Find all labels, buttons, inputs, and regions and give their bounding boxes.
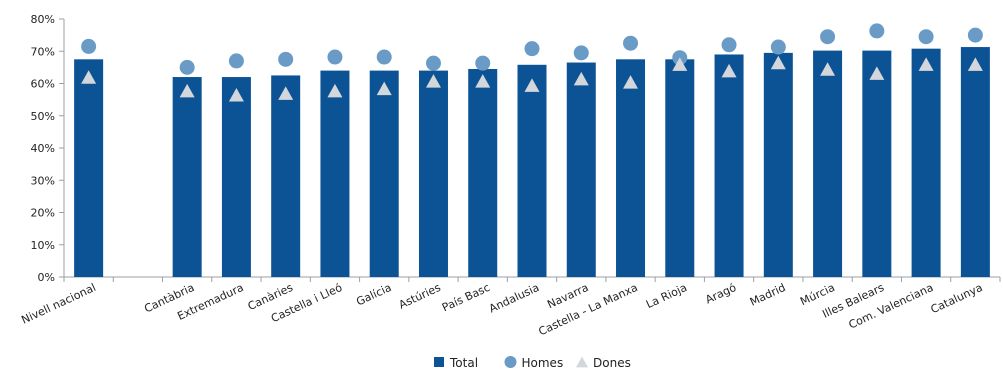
legend: Total Homes Dones <box>434 356 631 370</box>
x-category-label: Nivell nacional <box>19 281 97 327</box>
bar-total <box>763 52 793 277</box>
marker-homes <box>327 49 343 65</box>
bar-total <box>911 48 941 277</box>
x-category-label: Catalunya <box>929 281 985 316</box>
marker-homes <box>524 41 540 57</box>
marker-dones <box>672 57 688 71</box>
bar-total <box>172 77 202 277</box>
x-category-label: Aragó <box>703 281 738 307</box>
marker-dones <box>81 70 97 84</box>
marker-homes <box>869 23 885 39</box>
bar-total <box>320 70 350 277</box>
marker-homes <box>81 38 97 54</box>
marker-homes <box>770 39 786 55</box>
marker-homes <box>967 27 983 43</box>
y-tick-label: 60% <box>31 78 55 91</box>
bar-total <box>74 59 104 277</box>
marker-dones <box>967 57 983 71</box>
marker-series-dones <box>81 55 983 102</box>
y-tick-label: 10% <box>31 239 55 252</box>
marker-dones <box>524 78 540 92</box>
legend-swatch-homes <box>504 356 517 368</box>
marker-homes <box>820 29 836 45</box>
legend-label: Dones <box>593 356 631 370</box>
marker-series-homes <box>81 23 983 75</box>
marker-homes <box>278 51 294 67</box>
y-tick-label: 80% <box>31 13 55 26</box>
legend-swatch-total <box>434 357 444 367</box>
x-category-label: La Rioja <box>644 281 689 311</box>
y-tick-label: 70% <box>31 45 55 58</box>
bar-total <box>665 59 695 277</box>
x-category-label: Madrid <box>748 281 788 309</box>
bar-total <box>418 70 448 277</box>
marker-homes <box>721 37 737 53</box>
y-tick-label: 40% <box>31 142 55 155</box>
bar-total <box>369 70 399 277</box>
marker-homes <box>425 55 441 71</box>
marker-dones <box>278 86 294 100</box>
bar-total <box>221 77 251 277</box>
x-category-label: País Basc <box>440 281 492 314</box>
marker-dones <box>179 83 195 98</box>
marker-dones <box>869 66 885 80</box>
marker-homes <box>573 45 589 61</box>
marker-homes <box>228 53 244 69</box>
bar-total <box>714 54 744 277</box>
x-category-label: Galícia <box>354 281 393 309</box>
legend-label: Total <box>449 356 478 370</box>
legend-label: Homes <box>522 356 564 370</box>
bar-total <box>517 64 547 277</box>
x-category-label: Astúries <box>397 281 443 312</box>
marker-homes <box>623 35 639 51</box>
marker-dones <box>573 71 589 86</box>
bar-total <box>813 50 843 278</box>
marker-homes <box>475 55 491 71</box>
y-tick-label: 20% <box>31 207 55 220</box>
legend-swatch-dones <box>576 356 588 368</box>
bar-total <box>566 62 596 277</box>
marker-dones <box>425 74 441 88</box>
bar-total <box>271 75 301 277</box>
marker-dones <box>623 75 639 89</box>
marker-dones <box>475 74 491 88</box>
marker-dones <box>327 83 343 98</box>
bar-total <box>468 68 498 277</box>
bar-total <box>960 47 990 278</box>
marker-homes <box>918 29 934 45</box>
x-category-label: Andalusia <box>487 281 541 316</box>
y-tick-label: 50% <box>31 110 55 123</box>
y-tick-label: 30% <box>31 174 55 187</box>
y-tick-label: 0% <box>38 271 55 284</box>
marker-dones <box>770 55 786 70</box>
bar-total <box>616 59 646 277</box>
marker-dones <box>721 63 737 78</box>
marker-dones <box>376 81 392 96</box>
x-category-label: Com. Valenciana <box>847 281 936 332</box>
bar-series-total <box>74 47 990 278</box>
marker-dones <box>228 88 244 102</box>
marker-homes <box>179 59 195 75</box>
marker-homes <box>376 49 392 65</box>
marker-dones <box>918 57 934 71</box>
y-axis-tick-labels: 0% 10% 20% 30% 40% 50% 60% 70% 80% <box>31 13 55 284</box>
bar-total <box>862 50 892 278</box>
marker-dones <box>820 62 836 76</box>
